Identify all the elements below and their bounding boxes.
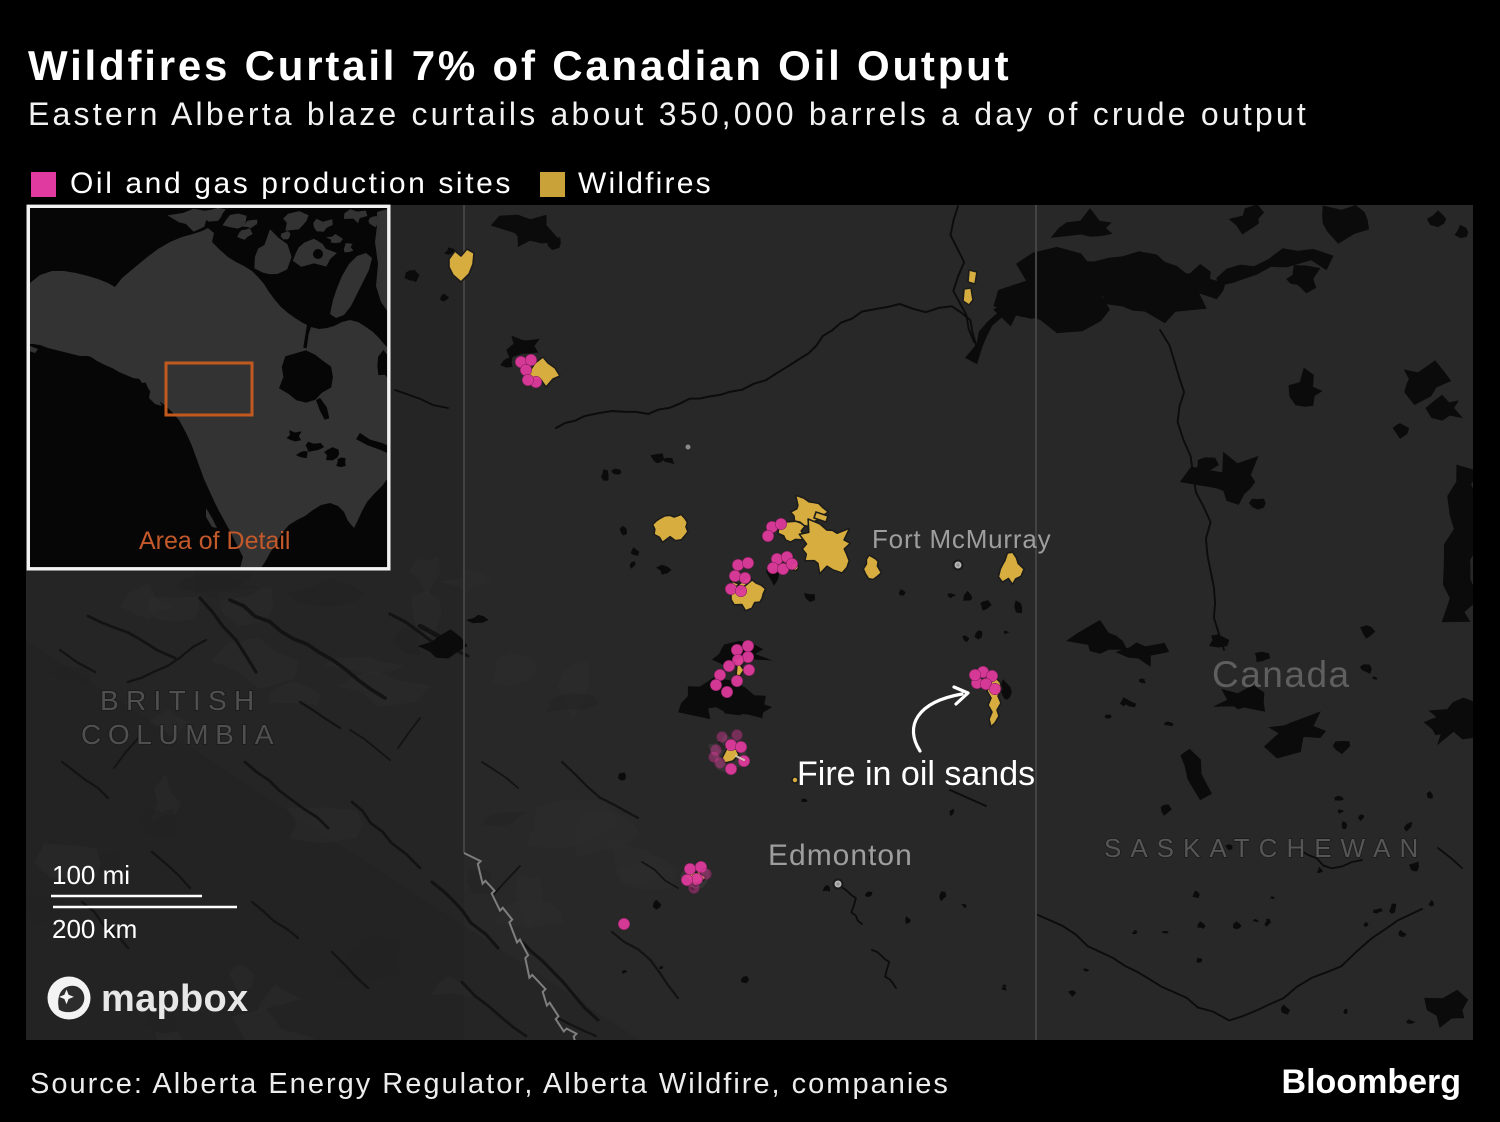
svg-text:SASKATCHEWAN: SASKATCHEWAN [1104,833,1427,863]
svg-text:Fire in oil sands: Fire in oil sands [797,755,1035,793]
svg-text:Area of Detail: Area of Detail [139,527,290,555]
svg-text:Fort McMurray: Fort McMurray [872,524,1051,554]
svg-text:100 mi: 100 mi [52,860,130,890]
svg-text:Edmonton: Edmonton [768,839,913,872]
svg-text:200 km: 200 km [52,914,137,944]
svg-text:mapbox: mapbox [101,978,249,1020]
svg-text:BRITISH: BRITISH [100,685,262,716]
svg-text:COLUMBIA: COLUMBIA [81,719,280,750]
svg-text:Canada: Canada [1212,654,1351,695]
